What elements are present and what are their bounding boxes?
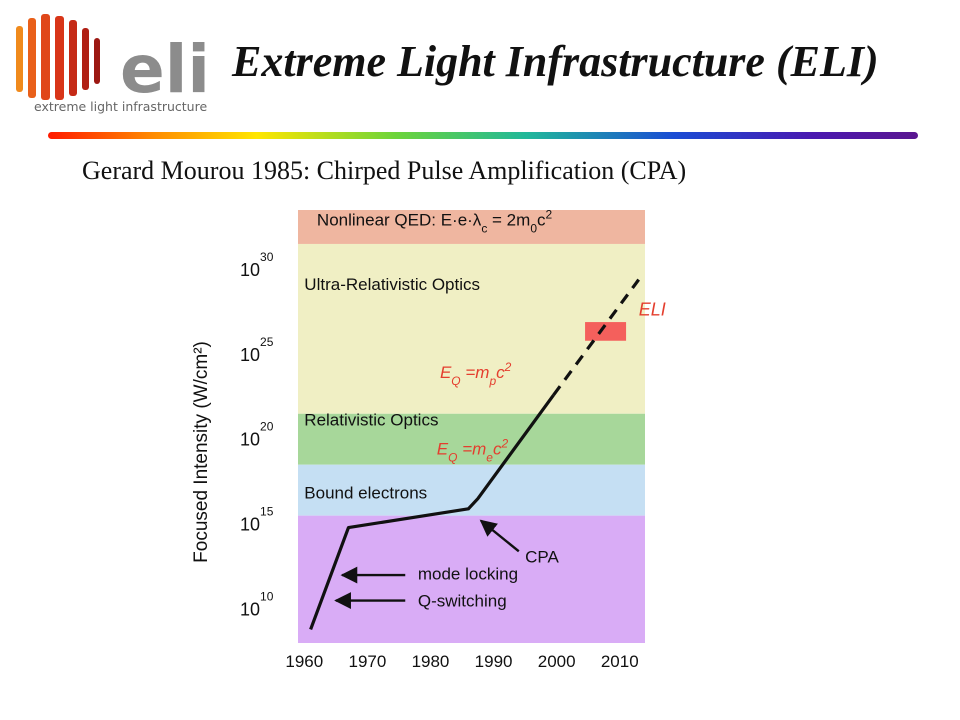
y-axis-label: Focused Intensity (W/cm²) — [191, 341, 212, 563]
milestone-arrows: CPA mode locking Q-switching — [334, 519, 559, 611]
x-tick-1960: 1960 — [285, 652, 323, 671]
logo-tagline: extreme light infrastructure — [34, 99, 207, 114]
threshold-label-1: EQ =mec2 — [437, 437, 509, 465]
y-tick-15: 1015 — [240, 505, 274, 535]
band-label-3: Bound electrons — [304, 484, 427, 503]
arrow-label-2: Q-switching — [418, 592, 507, 611]
x-tick-2010: 2010 — [601, 652, 639, 671]
y-axis: 1010 1015 1020 1025 1030 — [240, 250, 274, 620]
y-tick-25: 1025 — [240, 335, 274, 365]
rainbow-divider — [48, 132, 918, 139]
series-line-1 — [552, 278, 640, 397]
eli-label: ELI — [639, 299, 666, 319]
regime-bands — [298, 210, 645, 643]
x-tick-1970: 1970 — [348, 652, 386, 671]
intensity-series — [309, 278, 640, 630]
eli-box — [585, 322, 627, 341]
eli-region: ELI — [585, 299, 666, 341]
arrow-0 — [479, 519, 520, 553]
logo-flame-stripes — [16, 14, 100, 100]
band-label-1: Ultra-Relativistic Optics — [304, 275, 480, 294]
band-2 — [298, 413, 645, 465]
threshold-label-0: EQ =mpc2 — [440, 360, 512, 388]
band-label-2: Relativistic Optics — [304, 411, 438, 430]
x-tick-1980: 1980 — [412, 652, 450, 671]
arrow-label-1: mode locking — [418, 564, 518, 583]
x-tick-1990: 1990 — [475, 652, 513, 671]
band-0 — [298, 210, 645, 244]
y-tick-30: 1030 — [240, 250, 274, 280]
slide-subtitle: Gerard Mourou 1985: Chirped Pulse Amplif… — [82, 156, 687, 185]
eli-logo: eli extreme light infrastructure — [16, 14, 210, 114]
y-tick-20: 1020 — [240, 420, 274, 450]
slide-title: Extreme Light Infrastructure (ELI) — [232, 37, 879, 86]
x-axis: 1960 1970 1980 1990 2000 2010 — [285, 652, 638, 671]
y-tick-10: 1010 — [240, 590, 274, 620]
series-line-0 — [309, 394, 555, 630]
x-tick-2000: 2000 — [538, 652, 576, 671]
threshold-labels: EQ =mpc2 EQ =mec2 — [437, 360, 512, 464]
logo-text: eli — [120, 31, 210, 108]
arrow-label-0: CPA — [525, 547, 559, 566]
